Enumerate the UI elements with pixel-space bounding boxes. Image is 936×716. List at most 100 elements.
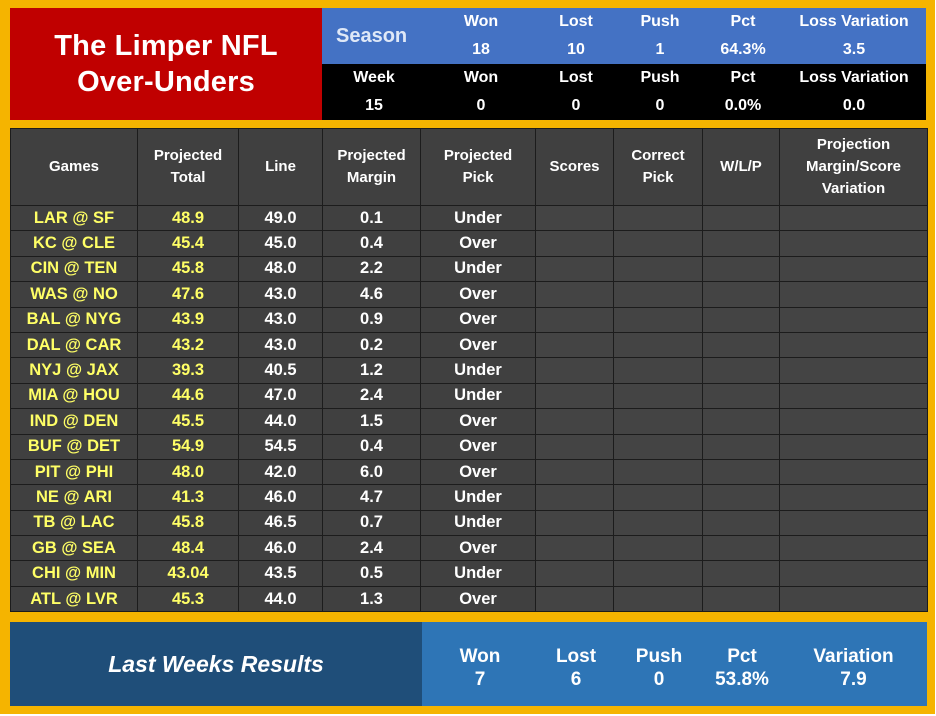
week-pct-label: Pct [730,69,756,86]
last-week-variation-value: 7.9 [840,669,867,690]
wlp-cell [702,255,780,283]
wlp-cell [702,535,780,562]
column-header-line: Pick [642,169,674,186]
table-row: CHI @ MIN 43.04 43.5 0.5 Under [10,560,928,587]
last-week-pct-label: Pct [727,646,757,667]
projected-margin-cell: 1.3 [322,585,421,613]
scores-cell [535,484,614,511]
projected-total-cell: 44.6 [137,382,239,410]
variation-cell [779,560,928,587]
projected-pick-cell: Over [420,535,536,562]
column-header-3: Projected Margin [322,128,421,206]
table-row: MIA @ HOU 44.6 47.0 2.4 Under [10,382,928,410]
projected-pick-cell: Over [420,306,536,333]
line-cell: 48.0 [238,255,323,283]
week-summary-row: Week 15 Won 0 Lost 0 Push 0 Pct 0.0% Los… [322,64,926,120]
table-row: BUF @ DET 54.9 54.5 0.4 Over [10,433,928,460]
picks-table: Games Projected Total Line Projected Margin Pr… [10,128,928,613]
week-loss-variation-value: 0.0 [842,97,866,114]
season-lost-label: Lost [559,13,593,30]
wlp-cell [702,408,780,435]
projected-margin-cell: 0.9 [322,306,421,333]
correct-pick-cell [613,204,703,232]
wlp-cell [702,306,780,333]
season-lost-value: 10 [567,41,585,58]
scores-cell [535,433,614,460]
line-cell: 44.0 [238,408,323,435]
scores-cell [535,509,614,537]
line-cell: 46.0 [238,484,323,511]
projected-margin-cell: 0.7 [322,509,421,537]
wlp-cell [702,230,780,257]
projected-pick-cell: Over [420,433,536,460]
projected-pick-cell: Under [420,484,536,511]
projected-margin-cell: 0.2 [322,331,421,359]
table-row: GB @ SEA 48.4 46.0 2.4 Over [10,535,928,562]
wlp-cell [702,509,780,537]
variation-cell [779,433,928,460]
variation-cell [779,382,928,410]
correct-pick-cell [613,382,703,410]
title-line-1: The Limper NFL [54,30,278,62]
week-won-label: Won [463,69,499,86]
projected-pick-cell: Over [420,458,536,486]
week-loss-variation-label: Loss Variation [799,69,909,86]
wlp-cell [702,357,780,384]
projected-total-cell: 41.3 [137,484,239,511]
correct-pick-cell [613,331,703,359]
variation-cell [779,230,928,257]
projected-pick-cell: Over [420,408,536,435]
projected-margin-cell: 2.4 [322,382,421,410]
projected-margin-cell: 0.5 [322,560,421,587]
table-row: BAL @ NYG 43.9 43.0 0.9 Over [10,306,928,333]
column-header-line: Correct [631,147,685,164]
column-header-4: Projected Pick [420,128,536,206]
column-header-line: Scores [549,158,600,175]
projected-margin-cell: 6.0 [322,458,421,486]
projected-total-cell: 45.8 [137,509,239,537]
variation-cell [779,535,928,562]
last-week-won-label: Won [459,646,501,667]
title-line-2: Over-Unders [77,66,255,98]
line-cell: 49.0 [238,204,323,232]
line-cell: 43.5 [238,560,323,587]
projected-total-cell: 45.5 [137,408,239,435]
last-week-lost-value: 6 [570,669,582,690]
game-cell: NYJ @ JAX [10,357,138,384]
column-header-line: W/L/P [720,158,762,175]
game-cell: ATL @ LVR [10,585,138,613]
week-label: Week [353,69,395,86]
table-row: CIN @ TEN 45.8 48.0 2.2 Under [10,255,928,283]
wlp-cell [702,281,780,308]
last-week-pct-value: 53.8% [715,669,769,690]
table-row: NYJ @ JAX 39.3 40.5 1.2 Under [10,357,928,384]
projected-total-cell: 39.3 [137,357,239,384]
projected-total-cell: 54.9 [137,433,239,460]
week-number: Week 15 [322,64,426,120]
week-value: 15 [365,97,383,114]
line-cell: 45.0 [238,230,323,257]
projected-pick-cell: Over [420,585,536,613]
column-header-1: Projected Total [137,128,239,206]
correct-pick-cell [613,255,703,283]
season-lost: Lost 10 [536,8,616,64]
correct-pick-cell [613,535,703,562]
line-cell: 40.5 [238,357,323,384]
week-push-label: Push [640,69,680,86]
wlp-cell [702,458,780,486]
projected-pick-cell: Over [420,331,536,359]
projected-margin-cell: 4.6 [322,281,421,308]
variation-cell [779,585,928,613]
last-week-variation: Variation 7.9 [780,622,927,706]
line-cell: 44.0 [238,585,323,613]
table-row: ATL @ LVR 45.3 44.0 1.3 Over [10,585,928,613]
week-won: Won 0 [426,64,536,120]
projected-margin-cell: 1.2 [322,357,421,384]
last-week-push-label: Push [635,646,683,667]
line-cell: 43.0 [238,306,323,333]
correct-pick-cell [613,408,703,435]
projected-pick-cell: Under [420,204,536,232]
table-body: LAR @ SF 48.9 49.0 0.1 Under KC @ CLE 45.4 45.0… [10,204,928,613]
season-pct-value: 64.3% [720,41,766,58]
scores-cell [535,331,614,359]
